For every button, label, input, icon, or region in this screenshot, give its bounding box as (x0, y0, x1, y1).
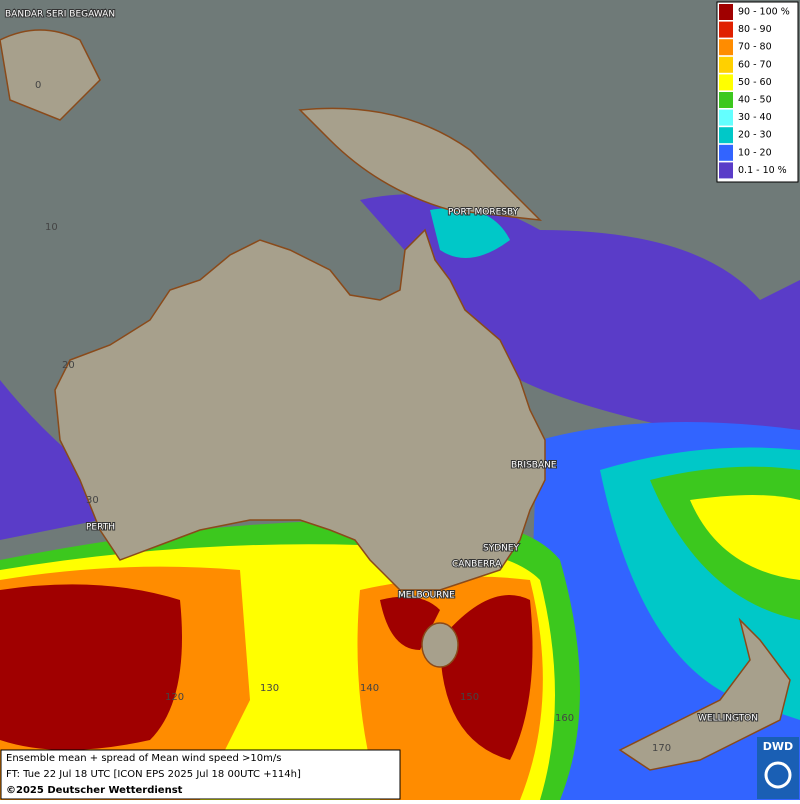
legend-label: 10 - 20 (738, 147, 772, 158)
legend-label: 40 - 50 (738, 95, 772, 106)
city-label: PERTH (86, 523, 115, 533)
lat-label: 20 (62, 360, 75, 371)
legend-swatch (719, 144, 733, 161)
city-label: WELLINGTON (698, 714, 758, 724)
legend-label: 70 - 80 (738, 42, 772, 53)
legend-label: 30 - 40 (738, 112, 772, 123)
city-label: CANBERRA (452, 560, 502, 570)
cities: BANDAR SERI BEGAWAN PORT MORESBY BRISBAN… (4, 9, 759, 725)
lat-label: 10 (45, 222, 58, 233)
lon-label: 140 (360, 683, 379, 694)
legend-swatch (719, 39, 733, 56)
city-label: BANDAR SERI BEGAWAN (5, 10, 115, 20)
city-label: SYDNEY (483, 544, 520, 554)
legend-swatch (719, 4, 733, 20)
lon-label: 130 (260, 683, 279, 694)
lon-label: 150 (460, 692, 479, 703)
legend-swatch (719, 127, 733, 144)
legend: 90 - 100 % 80 - 90 70 - 80 60 - 70 50 - 60 40… (716, 1, 799, 183)
logo-text: DWD (763, 740, 793, 753)
legend-label: 80 - 90 (738, 24, 772, 35)
lon-label: 160 (555, 713, 574, 724)
legend-swatch (719, 74, 733, 91)
longitude-labels: 120 130 140 150 160 170 (165, 683, 671, 754)
lon-label: 170 (652, 743, 671, 754)
logo-icon (764, 761, 792, 789)
footer-line: Ensemble mean + spread of Mean wind spee… (6, 753, 281, 764)
legend-label: 0.1 - 10 % (738, 165, 787, 176)
legend-swatch (719, 162, 733, 179)
lat-label: 0 (35, 80, 41, 91)
logo-box (757, 737, 799, 799)
legend-swatch (719, 56, 733, 73)
land (0, 29, 791, 771)
lat-label: 30 (86, 495, 99, 506)
footer-box (0, 749, 401, 800)
legend-label: 90 - 100 % (738, 7, 790, 18)
footer-line: FT: Tue 22 Jul 18 UTC [ICON EPS 2025 Jul… (6, 769, 301, 780)
latitude-labels: 0 10 20 30 (35, 80, 99, 506)
city-label: MELBOURNE (398, 591, 455, 601)
legend-label: 60 - 70 (738, 59, 772, 70)
city-label: PORT MORESBY (448, 208, 519, 218)
logo: DWD (757, 737, 799, 799)
footer-line: ©2025 Deutscher Wetterdienst (6, 785, 183, 796)
legend-swatch (719, 109, 733, 126)
legend-swatch (719, 92, 733, 108)
footer: Ensemble mean + spread of Mean wind spee… (0, 749, 401, 800)
lon-label: 120 (165, 692, 184, 703)
legend-swatch (719, 21, 733, 38)
city-label: BRISBANE (511, 461, 557, 471)
legend-label: 20 - 30 (738, 130, 772, 141)
legend-label: 50 - 60 (738, 77, 772, 88)
